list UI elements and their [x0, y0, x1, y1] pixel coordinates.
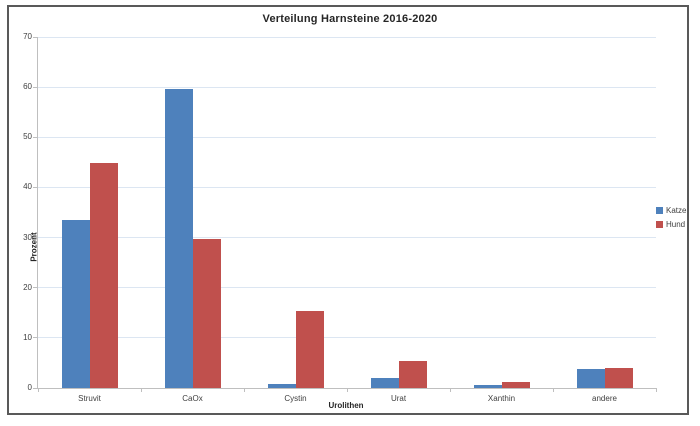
- gridline: [38, 186, 656, 188]
- chart-frame: [7, 5, 689, 415]
- legend-swatch: [656, 207, 663, 214]
- y-tick-label: 50: [23, 132, 32, 142]
- gridline: [38, 287, 656, 289]
- chart-title: Verteilung Harnsteine 2016-2020: [262, 13, 438, 25]
- plot-area: Prozent 0 10 20 30 40 50 60 70 Struvit CaOx Cystin…: [23, 33, 657, 403]
- y-axis-tick: [33, 387, 38, 389]
- y-tick-label: 70: [23, 32, 32, 41]
- x-tick-label: Urat: [390, 394, 407, 403]
- x-tick-label: Cystin: [284, 394, 307, 403]
- x-axis-tick: [656, 388, 657, 392]
- legend-item-katze: Katze: [656, 206, 686, 215]
- gridline: [38, 86, 656, 88]
- x-tick-label: Xanthin: [487, 394, 516, 403]
- legend-label: Katze: [666, 206, 687, 215]
- y-axis-tick: [33, 86, 38, 88]
- bar-katze-cystin: [267, 384, 296, 388]
- bar-hund-cystin: [295, 311, 324, 388]
- gridline: [38, 337, 656, 339]
- bar-hund-xanthin: [501, 381, 530, 388]
- legend-item-hund: Hund: [656, 220, 686, 229]
- x-tick-label: andere: [592, 394, 617, 403]
- x-axis-tick: [244, 388, 245, 392]
- legend-label: Hund: [666, 220, 686, 229]
- gridline: [38, 136, 656, 138]
- x-axis-title: Urolithen: [328, 401, 364, 410]
- gridline: [38, 36, 656, 38]
- x-tick-label: Struvit: [78, 394, 101, 403]
- x-axis-tick: [347, 388, 348, 392]
- bar-katze-caox: [164, 89, 193, 388]
- x-tick-label: CaOx: [182, 394, 203, 403]
- y-tick-label: 60: [23, 82, 32, 92]
- bar-hund-struvit: [89, 162, 118, 388]
- y-axis-tick: [33, 287, 38, 289]
- y-tick-label: 20: [23, 282, 32, 292]
- y-tick-label: 0: [27, 383, 32, 392]
- legend: Katze Hund: [656, 206, 686, 229]
- y-tick-label: 10: [23, 332, 32, 342]
- y-axis-tick: [33, 186, 38, 188]
- bar-hund-andere: [604, 368, 633, 388]
- x-axis-tick: [553, 388, 554, 392]
- y-tick-label: 40: [23, 182, 32, 192]
- y-axis-tick: [33, 36, 38, 38]
- bar-katze-xanthin: [473, 384, 502, 388]
- x-axis-tick: [450, 388, 451, 392]
- x-axis-tick: [141, 388, 142, 392]
- bar-hund-caox: [192, 239, 221, 388]
- y-axis-tick: [33, 337, 38, 339]
- legend-swatch: [656, 221, 663, 228]
- bar-katze-andere: [576, 368, 605, 388]
- bar-katze-struvit: [61, 219, 90, 388]
- y-axis-tick: [33, 136, 38, 138]
- x-axis-tick: [38, 388, 39, 392]
- bar-katze-urat: [370, 377, 399, 388]
- bar-hund-urat: [398, 360, 427, 388]
- y-axis-tick: [33, 237, 38, 239]
- y-tick-label: 30: [23, 232, 32, 242]
- gridline: [38, 237, 656, 239]
